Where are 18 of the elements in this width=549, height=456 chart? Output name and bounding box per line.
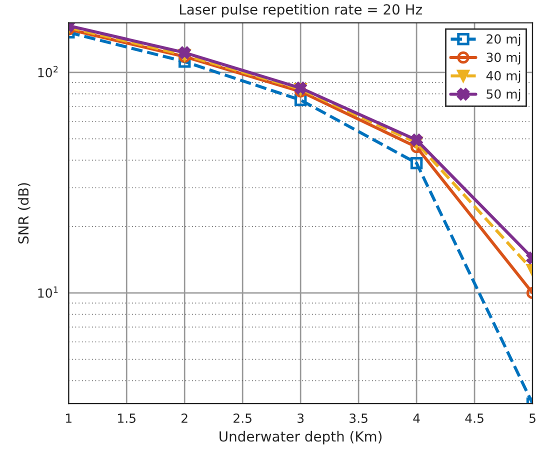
x-tick-label: 4 [413, 414, 420, 423]
x-tick-label: 1 [66, 414, 72, 423]
legend-label: 50 mj [486, 89, 520, 102]
legend-label: 20 mj [486, 34, 520, 46]
x-tick-label: 2.5 [234, 414, 252, 423]
x-axis-title: Underwater depth (Km) [220, 430, 382, 444]
legend-label: 30 mj [486, 52, 520, 64]
y-axis-title: SNR (dB) [18, 183, 30, 244]
y-tick-label: 10$^{2}$ [38, 66, 58, 78]
x-tick-label: 2 [182, 414, 188, 423]
x-tick-label: 4.5 [465, 414, 484, 423]
x-tick-label: 3.5 [350, 414, 368, 423]
x-tick-label: 5 [530, 414, 536, 423]
x-tick-label: 3 [298, 414, 304, 423]
y-tick-label: 10$^{1}$ [38, 286, 58, 298]
chart-title: Laser pulse repetition rate = 20 Hz [180, 4, 422, 18]
legend-label: 40 mj [486, 70, 520, 83]
x-tick-label: 1.5 [118, 414, 136, 423]
